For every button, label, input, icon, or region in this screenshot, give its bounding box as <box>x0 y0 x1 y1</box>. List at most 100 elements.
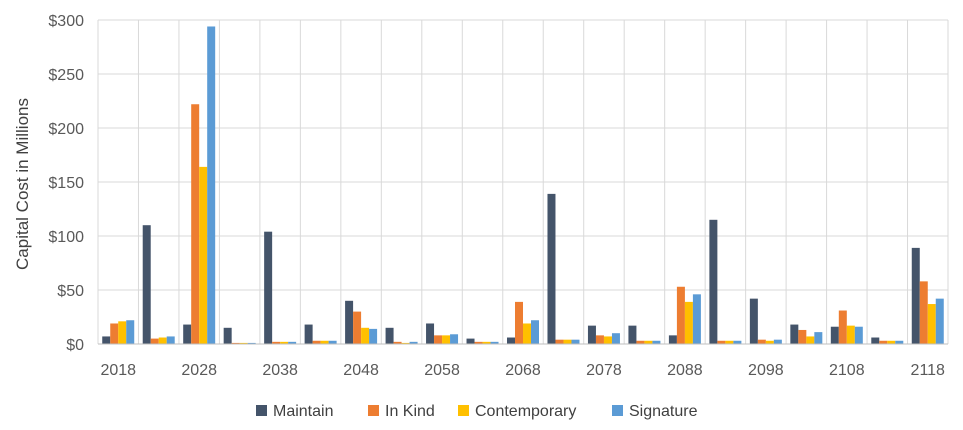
bar-in-kind <box>879 340 888 344</box>
bar-contemporary <box>927 304 936 344</box>
bar-contemporary <box>725 340 734 344</box>
legend-swatch <box>368 405 379 416</box>
bar-signature <box>531 320 539 344</box>
bar-contemporary <box>523 323 531 344</box>
bar-signature <box>490 341 499 344</box>
bar-maintain <box>426 323 435 344</box>
bar-signature <box>733 340 742 344</box>
x-tick-label: 2048 <box>343 362 379 379</box>
bar-maintain <box>547 193 556 344</box>
y-tick-labels: $0 $50 $100 $150 $200 $250 $300 <box>48 13 84 354</box>
bar-in-kind <box>676 286 685 344</box>
bar-contemporary <box>603 336 612 344</box>
bar-contemporary <box>846 325 855 344</box>
bar-maintain <box>142 225 151 344</box>
bar-contemporary <box>280 341 289 344</box>
bar-contemporary <box>482 341 491 344</box>
bar-contemporary <box>765 340 774 344</box>
bar-signature <box>450 334 459 344</box>
bar-signature <box>166 336 175 344</box>
y-tick-label: $200 <box>48 121 84 138</box>
bars <box>102 26 944 345</box>
bar-signature <box>126 320 135 344</box>
x-tick-label: 2098 <box>748 362 784 379</box>
bar-contemporary <box>361 327 370 344</box>
legend-label: Maintain <box>273 403 333 420</box>
bar-maintain <box>345 300 354 344</box>
bar-signature <box>611 333 620 344</box>
y-axis-label: Capital Cost in Millions <box>13 98 32 270</box>
x-tick-label: 2038 <box>262 362 298 379</box>
bar-contemporary <box>644 340 653 344</box>
gridlines <box>97 19 949 344</box>
x-tick-label: 2018 <box>100 362 136 379</box>
bar-maintain <box>223 327 232 344</box>
legend-label: In Kind <box>385 403 435 420</box>
bar-signature <box>369 328 378 344</box>
x-tick-labels: 2018 2028 2038 2048 2058 2068 2078 2088 2098 2108… <box>100 362 945 379</box>
bar-signature <box>652 340 661 344</box>
bar-maintain <box>790 324 799 344</box>
bar-in-kind <box>919 281 928 344</box>
bar-signature <box>328 340 337 344</box>
bar-in-kind <box>555 339 564 344</box>
bar-in-kind <box>515 301 523 344</box>
bar-signature <box>207 26 216 344</box>
bar-in-kind <box>353 311 362 344</box>
bar-contemporary <box>320 340 329 344</box>
bar-signature <box>895 340 904 344</box>
bar-in-kind <box>717 340 726 344</box>
x-tick-label: 2068 <box>505 362 541 379</box>
x-tick-label: 2078 <box>586 362 622 379</box>
bar-signature <box>773 339 782 344</box>
bar-in-kind <box>231 342 240 344</box>
bar-maintain <box>709 219 718 344</box>
bar-contemporary <box>887 340 896 344</box>
bar-contemporary <box>684 301 693 344</box>
bar-contemporary <box>442 335 451 344</box>
bar-maintain <box>749 298 758 344</box>
bar-maintain <box>385 327 394 344</box>
bar-signature <box>692 294 701 344</box>
bar-contemporary <box>158 337 167 344</box>
y-tick-label: $150 <box>48 175 84 192</box>
bar-signature <box>288 341 297 344</box>
bar-in-kind <box>838 310 847 344</box>
legend-label: Contemporary <box>475 403 576 420</box>
bar-in-kind <box>757 339 766 344</box>
bar-in-kind <box>434 335 443 344</box>
legend-swatch <box>612 405 623 416</box>
bar-in-kind <box>595 335 604 344</box>
bar-in-kind <box>636 340 645 344</box>
bar-maintain <box>304 324 313 344</box>
legend-swatch <box>458 405 469 416</box>
bar-maintain <box>871 337 880 344</box>
bar-contemporary <box>563 339 572 344</box>
bar-in-kind <box>474 341 483 344</box>
bar-maintain <box>911 247 920 344</box>
bar-maintain <box>628 325 637 344</box>
y-tick-label: $0 <box>66 337 84 354</box>
bar-in-kind <box>798 329 807 344</box>
bar-maintain <box>183 324 192 344</box>
bar-contemporary <box>118 321 127 344</box>
legend: Maintain In Kind Contemporary Signature <box>256 403 698 420</box>
legend-swatch <box>256 405 267 416</box>
y-tick-label: $50 <box>57 283 84 300</box>
bar-in-kind <box>272 341 281 344</box>
bar-contemporary <box>199 166 208 344</box>
legend-label: Signature <box>629 403 698 420</box>
bar-signature <box>935 298 944 344</box>
bar-maintain <box>668 335 677 344</box>
bar-in-kind <box>191 104 200 345</box>
bar-in-kind <box>150 338 159 344</box>
x-tick-label: 2028 <box>181 362 217 379</box>
bar-in-kind <box>110 323 119 344</box>
bar-signature <box>247 342 256 344</box>
x-tick-label: 2058 <box>424 362 460 379</box>
bar-contemporary <box>806 336 815 344</box>
y-tick-label: $250 <box>48 67 84 84</box>
y-tick-label: $300 <box>48 13 84 30</box>
x-tick-label: 2118 <box>911 362 946 379</box>
